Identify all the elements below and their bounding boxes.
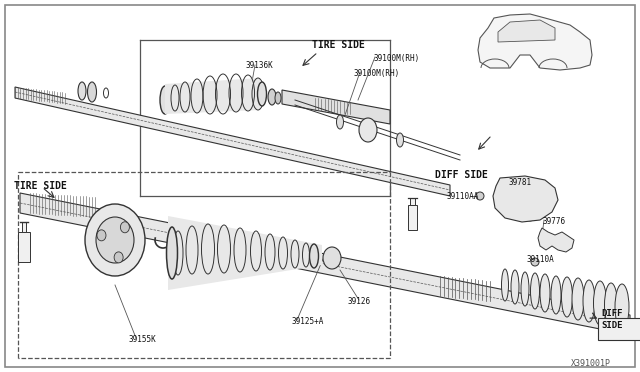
Circle shape (531, 258, 539, 266)
Polygon shape (168, 216, 322, 290)
Ellipse shape (96, 217, 134, 263)
Polygon shape (282, 90, 390, 124)
Circle shape (530, 183, 540, 193)
Ellipse shape (310, 244, 319, 268)
Ellipse shape (78, 82, 86, 100)
Text: 39781: 39781 (509, 177, 532, 186)
Ellipse shape (268, 89, 276, 105)
Text: 39100M(RH): 39100M(RH) (374, 54, 420, 62)
Text: DIFF: DIFF (601, 308, 623, 317)
Ellipse shape (160, 86, 170, 114)
Ellipse shape (572, 278, 584, 320)
Text: 39110AA: 39110AA (447, 192, 479, 201)
Circle shape (476, 192, 484, 200)
Ellipse shape (531, 273, 540, 309)
Text: TIRE SIDE: TIRE SIDE (14, 181, 67, 191)
Text: 39100M(RH): 39100M(RH) (354, 68, 400, 77)
Ellipse shape (583, 280, 595, 322)
Ellipse shape (615, 284, 629, 330)
Circle shape (505, 188, 515, 198)
Ellipse shape (511, 270, 519, 304)
Ellipse shape (114, 252, 123, 263)
Text: X391001P: X391001P (571, 359, 611, 368)
Text: SIDE: SIDE (601, 321, 623, 330)
Ellipse shape (88, 82, 97, 102)
Text: 39776: 39776 (543, 217, 566, 225)
Ellipse shape (561, 277, 573, 317)
Text: 39155K: 39155K (128, 336, 156, 344)
Polygon shape (22, 222, 26, 232)
Polygon shape (18, 232, 30, 262)
Ellipse shape (359, 118, 377, 142)
Polygon shape (493, 176, 558, 222)
Polygon shape (410, 198, 415, 205)
Ellipse shape (337, 115, 344, 129)
Ellipse shape (166, 227, 177, 279)
Ellipse shape (323, 247, 341, 269)
Text: 39125+A: 39125+A (292, 317, 324, 327)
Ellipse shape (275, 92, 281, 104)
Ellipse shape (397, 133, 403, 147)
Ellipse shape (593, 281, 607, 325)
Polygon shape (478, 14, 592, 70)
Polygon shape (15, 87, 450, 196)
Ellipse shape (120, 222, 129, 233)
Ellipse shape (502, 269, 509, 301)
Polygon shape (498, 20, 555, 42)
Polygon shape (165, 78, 260, 114)
Text: TIRE SIDE: TIRE SIDE (312, 40, 365, 50)
Polygon shape (538, 228, 574, 252)
Text: 39136K: 39136K (246, 61, 274, 70)
Circle shape (543, 200, 553, 210)
Ellipse shape (551, 276, 561, 314)
Ellipse shape (540, 274, 550, 312)
Text: 39110A: 39110A (527, 256, 555, 264)
Polygon shape (20, 193, 630, 335)
Ellipse shape (85, 204, 145, 276)
Circle shape (525, 211, 535, 221)
Ellipse shape (515, 188, 535, 212)
Text: DIFF SIDE: DIFF SIDE (435, 170, 488, 180)
Bar (598, 318, 640, 340)
Polygon shape (408, 205, 417, 230)
Ellipse shape (257, 82, 266, 106)
Text: 39126: 39126 (348, 298, 371, 307)
Ellipse shape (605, 283, 618, 327)
Ellipse shape (97, 230, 106, 241)
Ellipse shape (521, 272, 529, 306)
